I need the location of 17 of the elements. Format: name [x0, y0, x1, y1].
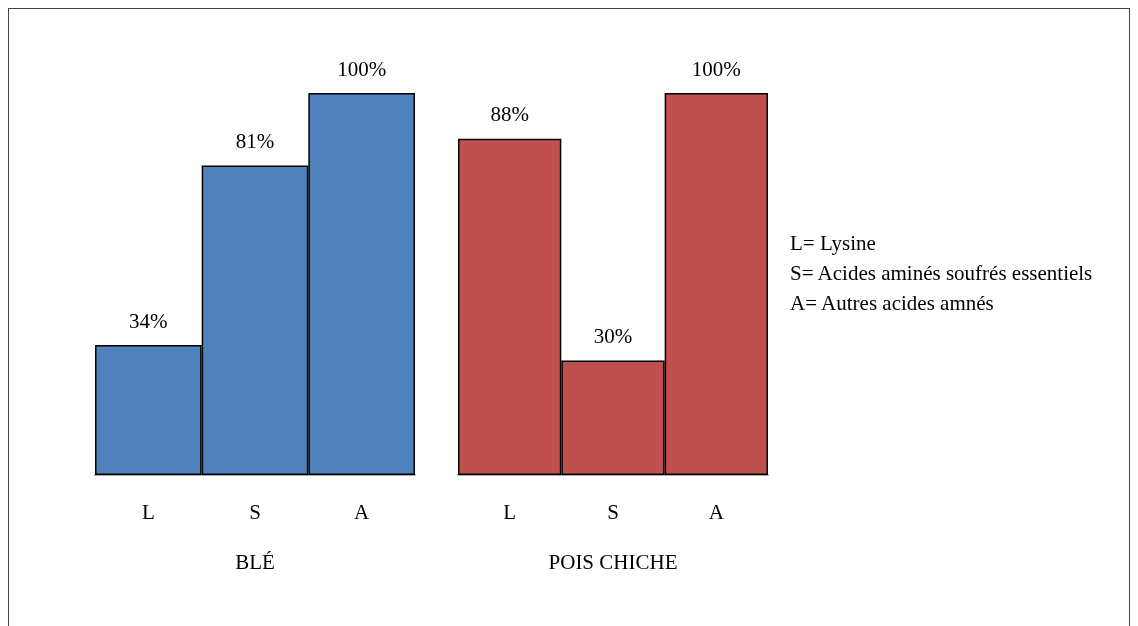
- x-axis-title: BLÉ: [235, 549, 275, 574]
- text: S= Acides aminés soufrés essentiels: [790, 260, 1094, 287]
- x-tick-label: A: [354, 499, 371, 524]
- data-label: 88%: [490, 102, 529, 127]
- data-label: 30%: [593, 323, 633, 348]
- data-label: 100%: [337, 56, 387, 81]
- x-tick-label: S: [607, 499, 619, 524]
- x-tick-label: L: [141, 499, 155, 524]
- x-tick-label: L: [503, 499, 517, 524]
- text: L= Lysine: [790, 230, 877, 257]
- x-axis-title: POIS CHICHE: [548, 549, 678, 574]
- x-tick-label: A: [708, 499, 725, 524]
- text: A= Autres acides amnés: [790, 290, 995, 317]
- data-label: 100%: [691, 56, 741, 81]
- data-label: 34%: [129, 308, 168, 333]
- data-label: 81%: [235, 129, 275, 154]
- x-tick-label: S: [249, 499, 261, 524]
